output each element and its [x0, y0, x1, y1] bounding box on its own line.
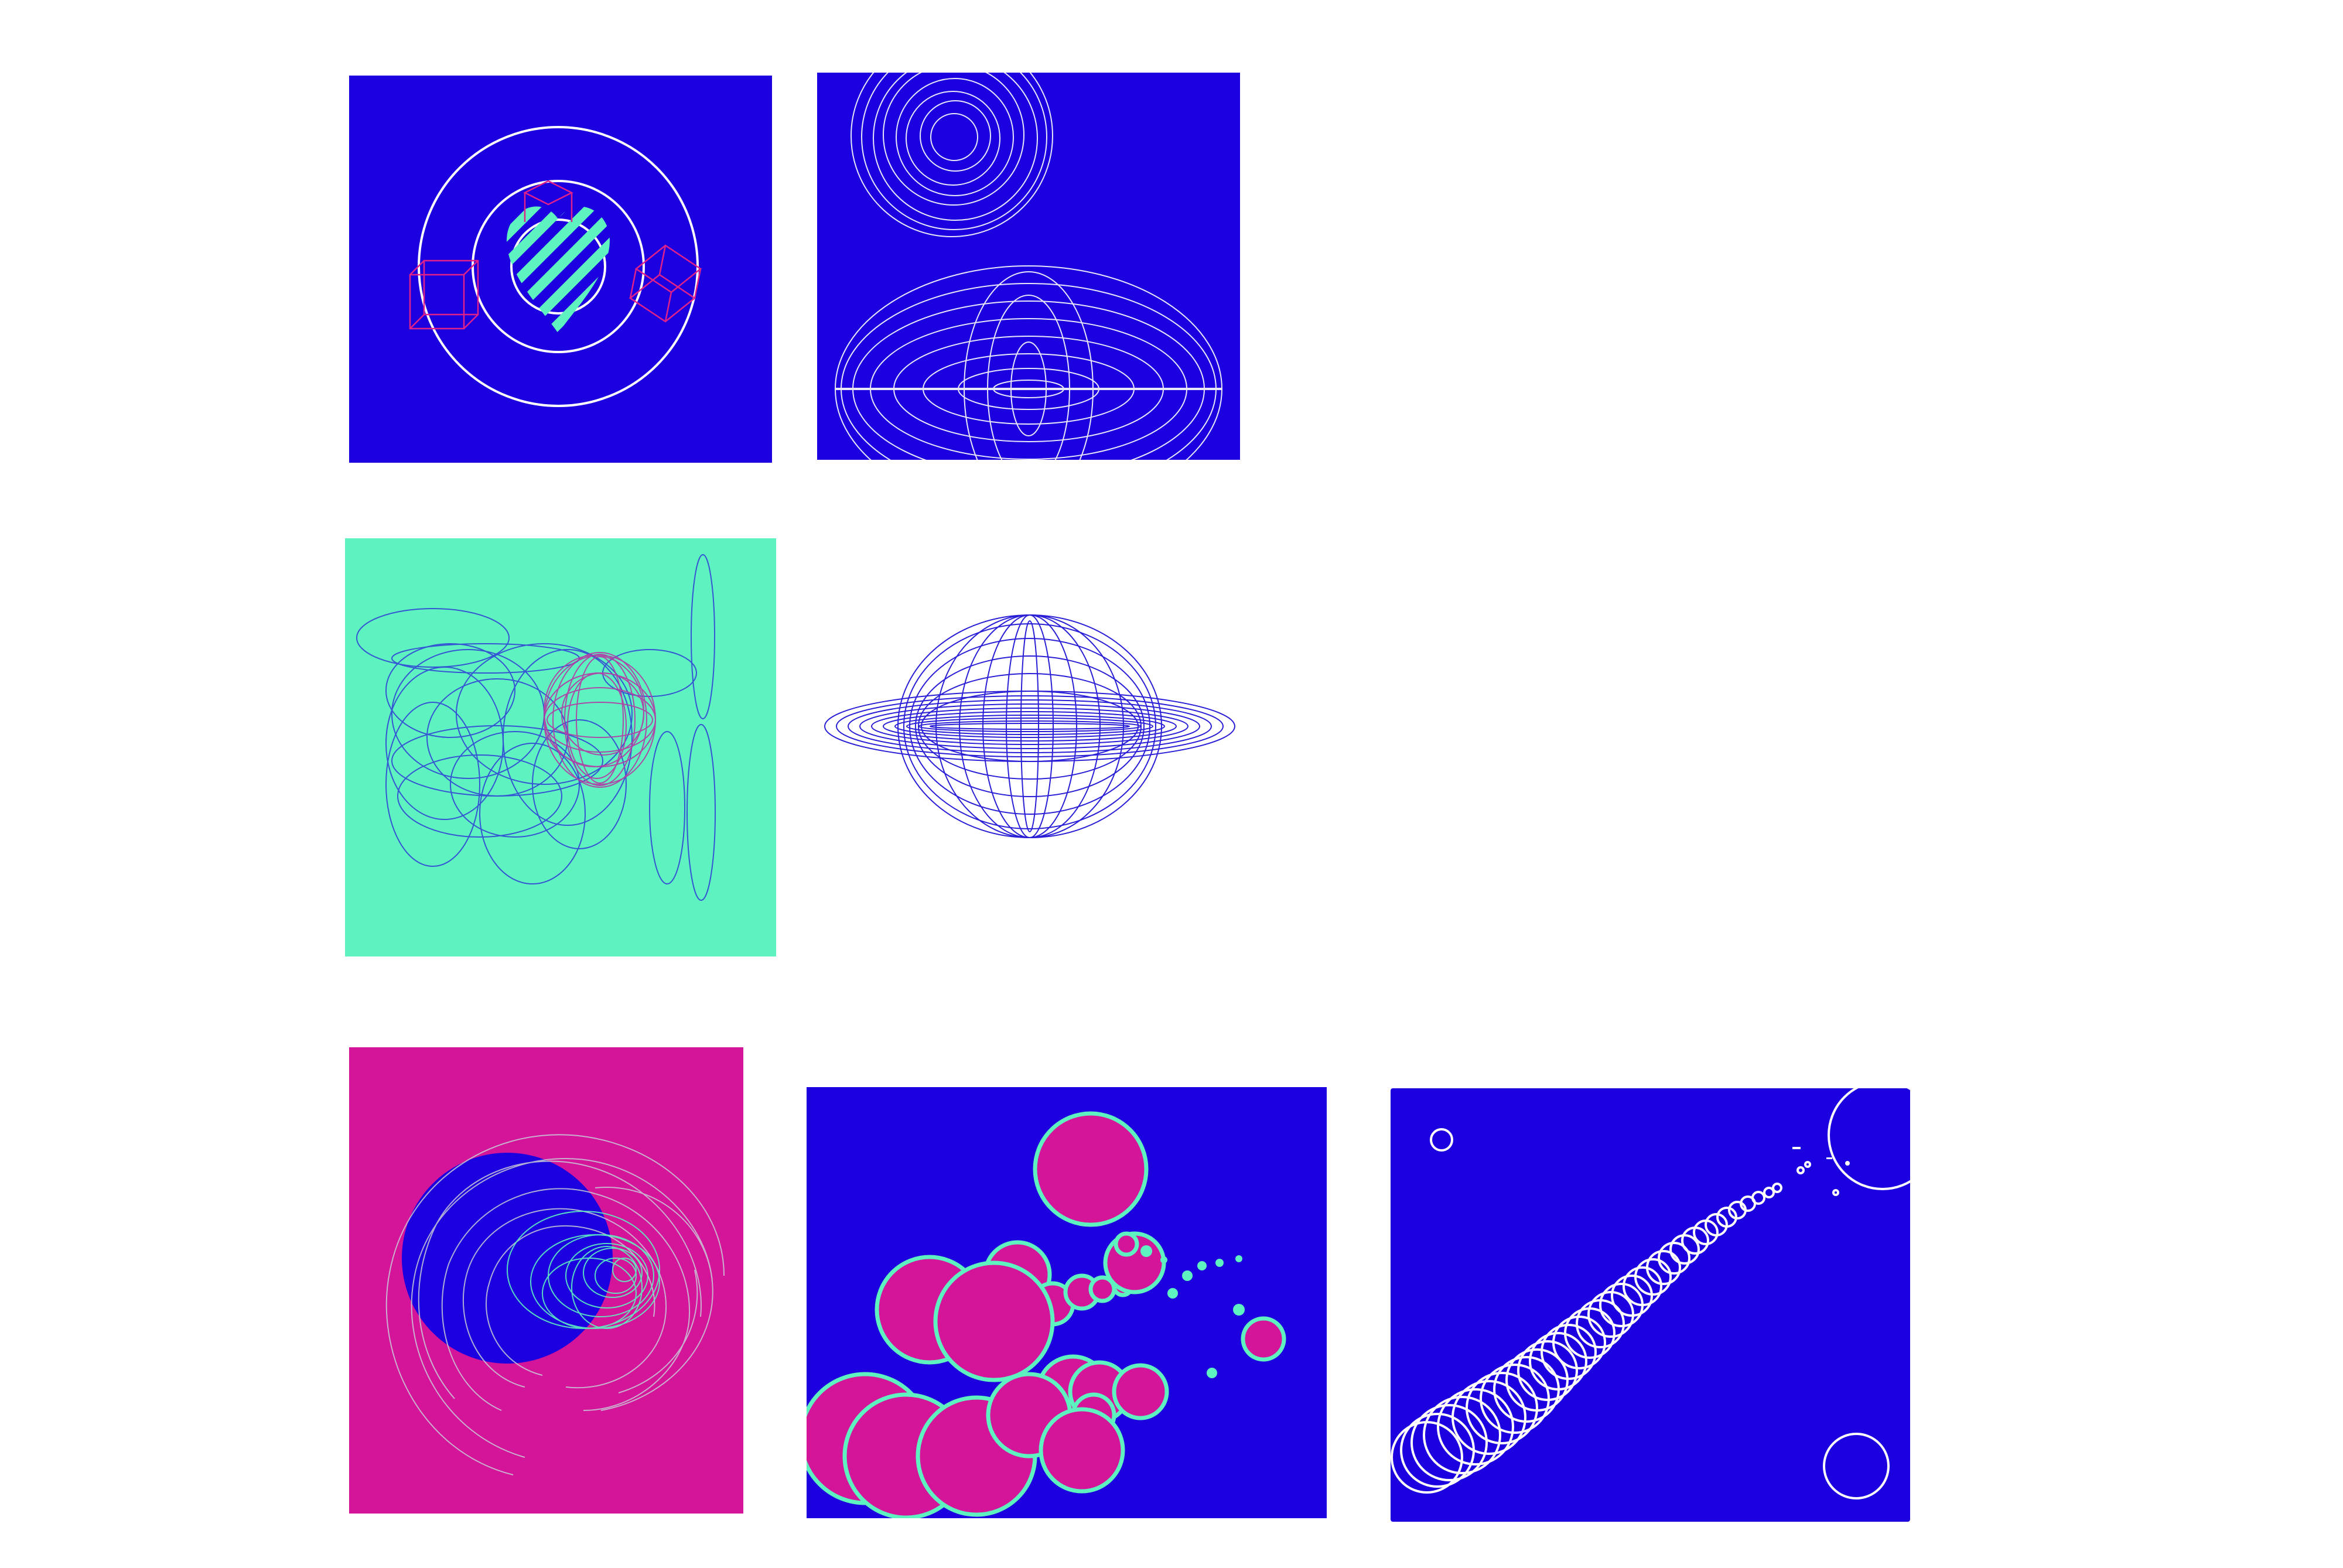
artwork-tile-scribbled-ellipses [345, 538, 776, 956]
wireframe-cube-right [629, 244, 702, 323]
ring-cluster [851, 73, 1053, 237]
artwork-tile-rings-heart [349, 76, 772, 463]
artwork-tile-ring-cluster-lens [817, 73, 1240, 460]
tile5-canvas [349, 1047, 743, 1514]
lens-of-ellipses [835, 265, 1222, 460]
striped-heart [507, 206, 610, 333]
blue-disc [402, 1153, 613, 1364]
mint-dots [1140, 1245, 1245, 1378]
tile7-canvas [1391, 1088, 1910, 1522]
magenta-ellipse-cluster [544, 652, 656, 788]
wireframe-cube-top [523, 180, 573, 222]
grey-spiral-arcs [385, 1134, 725, 1475]
white-circle-trail [1391, 1088, 1910, 1499]
tile4-canvas [819, 609, 1241, 843]
wireframe-cube-left [409, 259, 479, 330]
saturn-body-ellipses [897, 614, 1162, 838]
tile4-background [819, 609, 1241, 843]
blue-scribble-ellipses [356, 554, 716, 901]
tile2-canvas [817, 73, 1240, 460]
saturn-ring-ellipses [824, 691, 1235, 762]
artwork-tile-bubbles [807, 1087, 1327, 1518]
artwork-tile-spiral-arcs [349, 1047, 743, 1514]
artwork-tile-saturn-wireframe [819, 609, 1241, 843]
tile1-canvas [349, 76, 772, 463]
magenta-bubbles [807, 1111, 1286, 1518]
tile6-canvas [807, 1087, 1327, 1518]
mint-spiral-loops [507, 1211, 660, 1329]
tile3-canvas [345, 538, 776, 956]
artwork-tile-circle-trail [1391, 1088, 1910, 1522]
small-white-marks [1792, 1147, 1850, 1166]
